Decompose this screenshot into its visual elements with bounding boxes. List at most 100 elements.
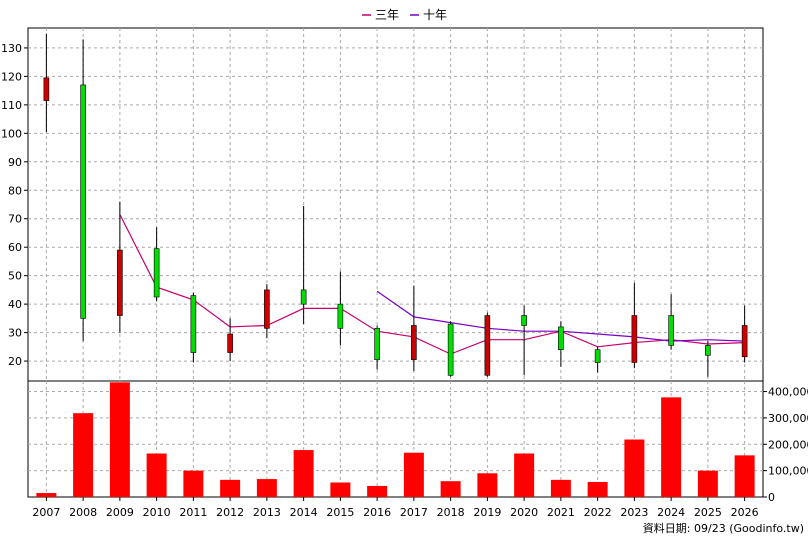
candle-body [705,345,711,356]
candle-body [447,323,454,376]
candle-2018 [447,321,454,377]
price-frame [27,27,764,382]
candle-2010 [153,227,160,302]
candle-body [521,315,527,326]
volume-bar-2020 [514,453,535,497]
volume-bar-2010 [146,453,167,497]
x-tick-label: 2013 [253,506,281,519]
price-tick-label: 80 [8,184,22,197]
candle-body [117,249,123,316]
x-tick-label: 2020 [510,506,538,519]
x-tick-label: 2024 [657,506,685,519]
candle-body [337,303,344,329]
volume-bar-2011 [183,470,204,497]
volume-bar-2009 [109,382,130,497]
candle-2025 [705,341,711,377]
candle-2011 [190,292,197,363]
price-tick-label: 40 [8,298,22,311]
volume-bar-2007 [36,493,57,497]
candle-2008 [80,39,86,342]
x-axis: 2007 2008 2009 2010 2011 2012 2013 2014 2015 2016… [32,497,759,519]
data-date-footnote: 資料日期: 09/23 (Goodinfo.tw) [643,521,804,535]
candle-2023 [631,282,638,369]
volume-bar-2017 [403,452,424,497]
volume-bar-2025 [697,470,718,497]
candle-2021 [558,321,564,367]
x-tick-label: 2014 [290,506,318,519]
volume-bar-2019 [477,473,498,497]
candle-2012 [227,318,233,362]
x-tick-label: 2022 [584,506,612,519]
candle-2007 [43,33,50,132]
candle-body [264,289,270,329]
price-tick-label: 100 [1,127,22,140]
candle-2020 [521,305,527,376]
x-tick-label: 2016 [363,506,391,519]
price-tick-label: 30 [8,327,22,340]
x-tick-label: 2023 [620,506,648,519]
volume-bar-2021 [550,479,571,497]
legend: 三年 十年 [362,8,447,22]
price-panel: 20 30 40 50 60 70 80 90 100 110 120 130 [1,27,764,382]
volume-tick-label: 0 [768,491,775,504]
candle-body [153,248,160,298]
candle-2013 [264,284,270,339]
price-tick-label: 20 [8,355,22,368]
volume-bar-2024 [661,397,682,497]
candle-body [631,315,638,363]
volume-bar-2022 [587,481,608,497]
legend-label-3yr: 三年 [375,8,399,22]
x-tick-label: 2021 [547,506,575,519]
candle-body [668,315,674,346]
x-tick-label: 2025 [694,506,722,519]
volume-bar-2012 [220,479,241,497]
volume-tick-label: 300,000 [768,412,808,425]
price-tick-label: 90 [8,156,22,169]
candle-body [43,77,50,101]
candle-body [411,325,417,360]
x-tick-label: 2017 [400,506,428,519]
candle-2024 [668,294,674,350]
candle-body [741,325,748,358]
volume-tick-label: 400,000 [768,386,808,399]
x-tick-label: 2011 [179,506,207,519]
candle-body [374,328,380,360]
price-tick-label: 50 [8,270,22,283]
volume-tick-label: 100,000 [768,465,808,478]
price-tick-label: 120 [1,70,22,83]
price-tick-label: 70 [8,213,22,226]
candle-body [227,333,233,353]
volume-bar-2015 [330,482,351,497]
volume-bar-2026 [734,455,755,497]
candle-2022 [594,346,601,373]
series-line-3yr [119,214,745,355]
candle-2017 [411,285,417,372]
volume-tick-label: 200,000 [768,438,808,451]
volume-bar-2014 [293,450,314,497]
candle-body [80,84,86,319]
candle-body [190,295,197,353]
x-tick-label: 2026 [731,506,759,519]
candle-body [594,349,601,363]
candle-2016 [374,325,380,370]
price-tick-label: 110 [1,99,22,112]
x-tick-label: 2008 [69,506,97,519]
x-tick-label: 2018 [437,506,465,519]
volume-bar-2018 [440,481,461,497]
x-tick-label: 2015 [326,506,354,519]
x-tick-label: 2007 [32,506,60,519]
candle-2019 [484,312,491,377]
candle-2009 [117,201,123,333]
candle-2015 [337,271,344,346]
volume-frame [27,380,764,498]
price-tick-label: 60 [8,241,22,254]
candle-body [558,326,564,350]
volume-bar-2023 [624,439,645,497]
candle-2026 [741,305,748,363]
legend-label-10yr: 十年 [423,8,447,22]
volume-bar-2016 [367,485,388,497]
volume-bar-2008 [73,413,94,497]
volume-bar-2013 [256,479,277,497]
candle-2014 [300,205,307,325]
